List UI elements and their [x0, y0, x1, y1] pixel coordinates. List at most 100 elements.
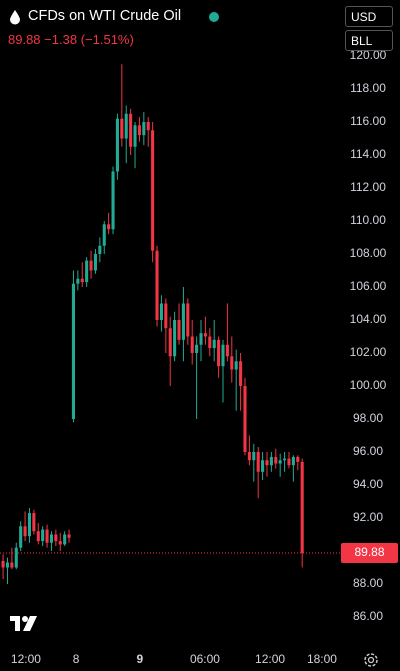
- candle-body: [129, 113, 133, 147]
- candle-body: [265, 460, 269, 466]
- candle-body: [36, 531, 40, 542]
- tv-logo: [10, 616, 37, 631]
- candle-body: [10, 562, 14, 568]
- y-tick-label: 94.00: [353, 477, 383, 491]
- candle-body: [186, 303, 190, 337]
- y-tick-label: 106.00: [350, 279, 387, 293]
- candle-body: [230, 356, 234, 370]
- candle-body: [142, 122, 146, 136]
- candle-body: [71, 283, 75, 419]
- candle-body: [181, 303, 185, 340]
- y-tick-label: 116.00: [350, 114, 386, 128]
- y-tick-label: 102.00: [350, 345, 387, 359]
- candle-body: [49, 534, 54, 543]
- candle-body: [256, 452, 260, 472]
- candle-body: [168, 328, 172, 357]
- change: −1.38: [44, 32, 78, 47]
- candle-body: [120, 118, 124, 139]
- x-tick-label: 18:00: [307, 652, 337, 666]
- price: 89.88: [8, 32, 41, 47]
- candle-body: [173, 320, 177, 357]
- candle-body: [269, 456, 273, 466]
- candle-body: [291, 456, 295, 466]
- candle-body: [243, 386, 247, 452]
- candle-body: [85, 260, 89, 283]
- last-price-label: 89.88: [354, 545, 384, 559]
- y-tick-label: 92.00: [353, 510, 383, 524]
- y-tick-label: 108.00: [350, 246, 387, 260]
- candle-body: [115, 118, 119, 172]
- candle-body: [287, 458, 291, 466]
- last-price-box: [341, 542, 398, 563]
- candle-body: [203, 333, 207, 337]
- candle-body: [124, 113, 128, 139]
- candle-body: [41, 529, 45, 542]
- candle-body: [221, 344, 225, 367]
- candle-body: [208, 336, 212, 349]
- candle-body: [102, 224, 106, 246]
- candle-body: [58, 541, 62, 545]
- y-tick-label: 120.00: [350, 48, 387, 62]
- candle-body: [177, 320, 181, 340]
- candle-body: [296, 456, 300, 462]
- candle-body: [225, 344, 229, 357]
- candle-body: [155, 250, 159, 320]
- candle-body: [234, 361, 238, 370]
- candle-body: [98, 245, 102, 254]
- candle-body: [54, 534, 58, 542]
- x-tick-label: 8: [73, 652, 80, 666]
- candle-body: [63, 534, 67, 545]
- candle-body: [151, 130, 155, 251]
- oil-icon: [10, 10, 20, 25]
- candle-body: [23, 526, 27, 537]
- candle-body: [283, 458, 287, 461]
- candle-body: [107, 224, 111, 230]
- x-tick-label: 12:00: [11, 652, 41, 666]
- candle-body: [247, 452, 251, 461]
- candle-body: [14, 547, 18, 568]
- candle-body: [278, 460, 282, 464]
- candle-body: [93, 254, 97, 271]
- x-tick-label: 06:00: [190, 652, 220, 666]
- price-line: 89.88 −1.38 (−1.51%): [8, 32, 134, 47]
- candle-body: [199, 333, 203, 345]
- y-tick-label: 104.00: [350, 312, 387, 326]
- y-tick-label: 114.00: [350, 147, 386, 161]
- unit-select[interactable]: BLL: [345, 30, 393, 51]
- candle-body: [89, 260, 93, 271]
- candle-body: [19, 526, 23, 548]
- symbol-name[interactable]: CFDs on WTI Crude Oil: [28, 8, 182, 24]
- candle-body: [133, 125, 137, 147]
- candle-body: [67, 534, 71, 538]
- candle-body: [27, 513, 32, 537]
- candle-body: [252, 452, 256, 461]
- candle-body: [159, 303, 163, 320]
- y-tick-label: 88.00: [353, 576, 383, 590]
- candle-body: [146, 122, 150, 131]
- y-tick-label: 96.00: [353, 444, 383, 458]
- candle-body: [239, 361, 243, 386]
- candle-body: [80, 278, 84, 283]
- candle-body: [261, 460, 265, 472]
- candle-body: [137, 125, 141, 136]
- settings-icon[interactable]: [363, 652, 379, 668]
- candle-body: [1, 560, 5, 568]
- candle-body: [76, 278, 80, 284]
- y-tick-label: 86.00: [353, 609, 383, 623]
- candle-body: [300, 461, 304, 553]
- candle-body: [45, 529, 49, 543]
- y-tick-label: 118.00: [350, 81, 386, 95]
- candle-body: [164, 303, 168, 329]
- y-tick-label: 98.00: [353, 411, 383, 425]
- candle-body: [5, 562, 10, 568]
- currency-select[interactable]: USD: [345, 6, 393, 27]
- candle-body: [217, 339, 221, 367]
- candle-body: [274, 456, 278, 464]
- candle-body: [111, 171, 115, 230]
- change-pct: (−1.51%): [80, 32, 134, 47]
- x-tick-label: 12:00: [255, 652, 285, 666]
- candle-body: [32, 513, 36, 532]
- y-tick-label: 112.00: [350, 180, 386, 194]
